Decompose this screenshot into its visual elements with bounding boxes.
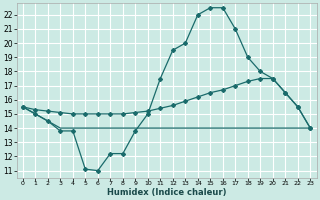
X-axis label: Humidex (Indice chaleur): Humidex (Indice chaleur) [107,188,226,197]
